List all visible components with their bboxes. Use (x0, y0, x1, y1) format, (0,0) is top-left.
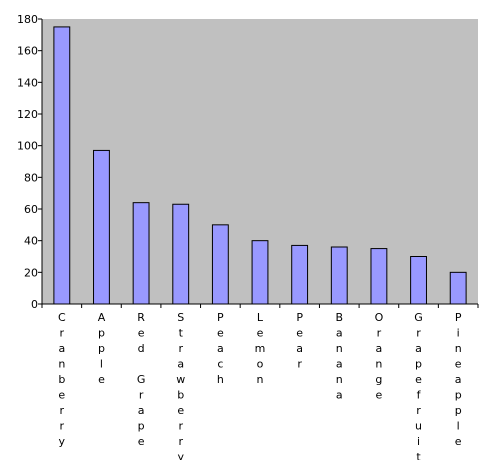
y-tick-label: 160 (17, 45, 38, 58)
bar-cranberry (53, 26, 71, 305)
y-tick-label: 180 (17, 13, 38, 26)
bar-grapefruit (410, 256, 427, 305)
y-tick-label: 100 (17, 140, 38, 153)
bar-peach (211, 224, 229, 305)
bar-banana (330, 246, 348, 305)
y-tick-label: 40 (24, 235, 38, 248)
bar-pear (291, 244, 309, 305)
y-tick-label: 140 (17, 76, 38, 89)
y-tick-label: 80 (24, 171, 38, 184)
bar-orange (370, 248, 388, 305)
bar-apple (93, 149, 110, 305)
y-tick-label: 0 (31, 298, 38, 311)
bar-lemon (251, 240, 269, 305)
y-tick-label: 20 (24, 266, 38, 279)
bar-pineapple (449, 271, 467, 305)
bar-strawberry (172, 203, 190, 305)
y-tick-label: 120 (17, 108, 38, 121)
y-tick-label: 60 (24, 203, 38, 216)
y-axis: 0 20 40 60 80 100 120 140 160 180 (17, 13, 43, 311)
bar-red-grape (132, 202, 150, 305)
